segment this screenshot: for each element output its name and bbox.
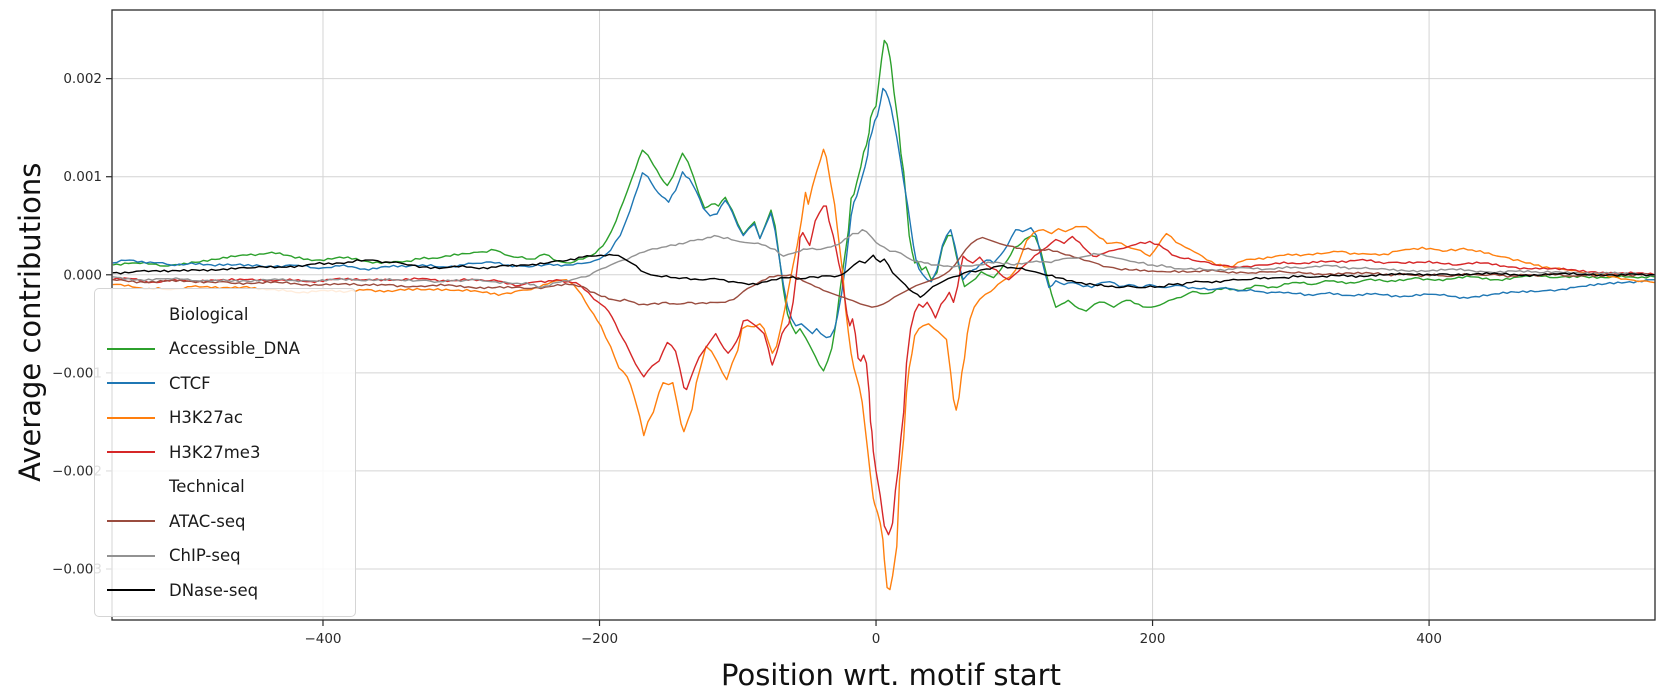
- legend-label: DNase-seq: [169, 580, 259, 600]
- x-tick-label: −200: [581, 631, 618, 647]
- legend-line-swatch: [107, 347, 155, 350]
- legend-item-accessible-dna: Accessible_DNA: [107, 332, 345, 367]
- y-tick-label: −0.001: [52, 365, 102, 381]
- series-line-ctcf: [112, 87, 1655, 339]
- legend-label: ATAC-seq: [169, 511, 246, 531]
- legend-label: ChIP-seq: [169, 546, 241, 566]
- x-tick-label: 200: [1140, 631, 1166, 647]
- legend: Biological Accessible_DNA CTCF H3K27ac H3K27…: [94, 288, 356, 617]
- series-line-dnase-seq: [112, 253, 1655, 298]
- y-tick-label: 0.002: [63, 71, 102, 87]
- legend-item-technical: Technical: [107, 470, 345, 505]
- legend-line-swatch: [107, 589, 155, 592]
- legend-item-ctcf: CTCF: [107, 366, 345, 401]
- legend-label: H3K27me3: [169, 442, 261, 462]
- legend-label: Technical: [169, 477, 245, 497]
- legend-label: Biological: [169, 304, 249, 324]
- series-line-h3k27ac: [112, 148, 1655, 591]
- y-tick-label: −0.002: [52, 463, 102, 479]
- legend-label: H3K27ac: [169, 408, 243, 428]
- legend-item-atac-seq: ATAC-seq: [107, 504, 345, 539]
- x-tick-label: 400: [1416, 631, 1442, 647]
- x-tick-label: 0: [872, 631, 881, 647]
- legend-label: Accessible_DNA: [169, 339, 300, 359]
- legend-label: CTCF: [169, 373, 211, 393]
- legend-item-h3k27ac: H3K27ac: [107, 401, 345, 436]
- legend-line-swatch: [107, 554, 155, 557]
- legend-line-swatch: [107, 416, 155, 419]
- legend-line-swatch: [107, 520, 155, 523]
- series-line-accessible-dna: [112, 39, 1655, 372]
- y-tick-label: 0.001: [63, 169, 102, 185]
- y-tick-label: −0.003: [52, 562, 102, 578]
- legend-item-h3k27me3: H3K27me3: [107, 435, 345, 470]
- x-tick-label: −400: [304, 631, 341, 647]
- series-line-chip-seq: [112, 228, 1655, 289]
- legend-item-biological: Biological: [107, 297, 345, 332]
- legend-line-swatch: [107, 451, 155, 454]
- x-axis-label: Position wrt. motif start: [721, 658, 1061, 692]
- legend-item-dnase-seq: DNase-seq: [107, 573, 345, 608]
- y-tick-label: 0.000: [63, 267, 102, 283]
- y-axis-label: Average contributions: [13, 162, 47, 482]
- legend-line-swatch: [107, 382, 155, 385]
- legend-item-chip-seq: ChIP-seq: [107, 539, 345, 574]
